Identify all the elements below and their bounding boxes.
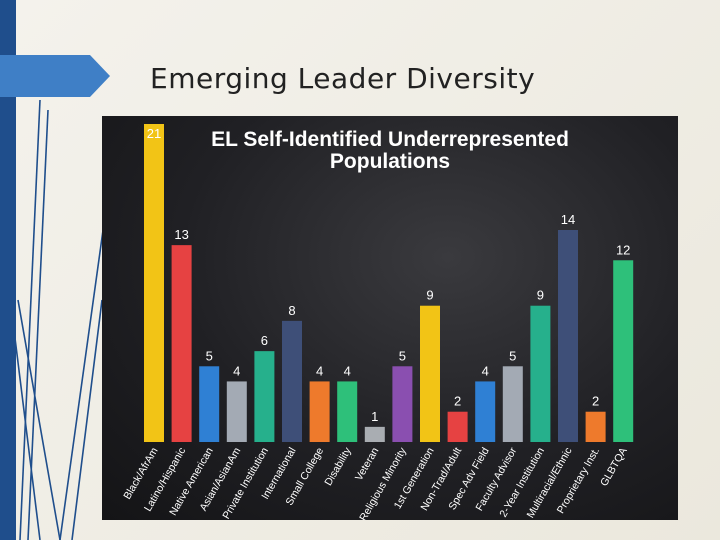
bar-8 bbox=[337, 381, 358, 442]
bar-16 bbox=[558, 230, 578, 442]
bar-value-label: 9 bbox=[537, 288, 544, 303]
bar-value-label: 4 bbox=[233, 363, 240, 378]
chart-title-line-2: Populations bbox=[330, 150, 450, 173]
bar-12 bbox=[447, 411, 468, 442]
bar-value-label: 1 bbox=[371, 409, 378, 424]
bar-1 bbox=[144, 124, 164, 442]
bar-value-label: 4 bbox=[482, 363, 489, 378]
bar-18 bbox=[613, 260, 634, 442]
bar-11 bbox=[420, 305, 440, 442]
chart-image: EL Self-Identified Underrepresented Popu… bbox=[102, 116, 678, 520]
bar-17 bbox=[585, 411, 606, 442]
bar-10 bbox=[392, 366, 413, 442]
title-tab-shape bbox=[0, 55, 110, 97]
bar-value-label: 8 bbox=[288, 303, 295, 318]
bar-value-label: 14 bbox=[561, 212, 575, 227]
category-label: Veteran bbox=[353, 445, 382, 482]
bar-value-label: 5 bbox=[509, 348, 516, 363]
bar-value-label: 2 bbox=[454, 394, 461, 409]
bar-value-label: 12 bbox=[616, 242, 630, 257]
bar-4 bbox=[226, 381, 247, 442]
bar-2 bbox=[171, 245, 192, 442]
bar-7 bbox=[309, 381, 330, 442]
bar-value-label: 2 bbox=[592, 394, 599, 409]
bar-value-label: 21 bbox=[147, 126, 161, 141]
slide-title: Emerging Leader Diversity bbox=[150, 62, 536, 95]
decorative-lines bbox=[13, 99, 111, 540]
bar-9 bbox=[364, 426, 385, 442]
bar-value-label: 13 bbox=[174, 227, 188, 242]
bar-value-label: 6 bbox=[261, 333, 268, 348]
bar-15 bbox=[530, 305, 551, 442]
bar-value-label: 4 bbox=[344, 363, 351, 378]
bar-3 bbox=[199, 366, 220, 442]
bar-chart: EL Self-Identified Underrepresented Popu… bbox=[121, 124, 634, 520]
category-label: GLBTQA bbox=[598, 446, 630, 489]
bar-value-label: 9 bbox=[426, 288, 433, 303]
category-label: Disability bbox=[322, 445, 354, 488]
bar-14 bbox=[502, 366, 523, 442]
bar-5 bbox=[254, 351, 275, 442]
chart-title-line-1: EL Self-Identified Underrepresented bbox=[211, 128, 569, 151]
left-accent-bar bbox=[0, 0, 16, 540]
bar-value-label: 5 bbox=[206, 348, 213, 363]
bar-13 bbox=[475, 381, 496, 442]
bar-value-label: 5 bbox=[399, 348, 406, 363]
bar-value-label: 4 bbox=[316, 363, 323, 378]
bar-6 bbox=[282, 320, 302, 442]
